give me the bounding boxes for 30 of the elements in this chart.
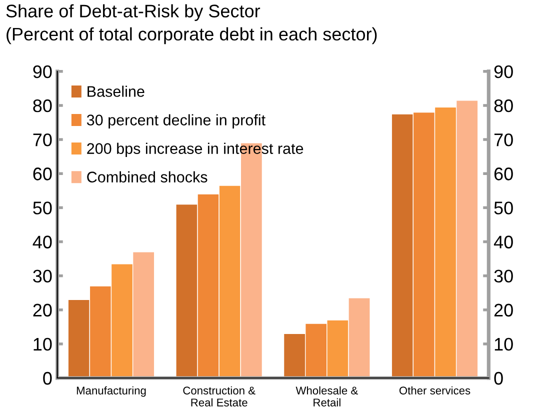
y-tick-label: 60 (33, 168, 52, 180)
legend-label: Baseline (88, 86, 144, 97)
y-tick-label: 70 (33, 133, 52, 146)
y-tick-label: 90 (33, 65, 52, 78)
y2-tick-label: 50 (494, 202, 513, 214)
x-tick-label: Construction & Real Estate (183, 386, 256, 406)
y2-tick-label: 20 (494, 304, 513, 317)
y2-tick-label: 60 (494, 168, 513, 180)
y2-tick-label: 90 (494, 65, 513, 78)
chart-title: Share of Debt-at-Risk by Sector (6, 4, 260, 22)
y-tick-label: 40 (32, 236, 52, 248)
y-tick-label: 80 (33, 99, 52, 112)
y-tick-label: 0 (43, 372, 52, 385)
x-tick-label: Manufacturing (76, 386, 146, 397)
y2-tick-label: 30 (494, 270, 513, 283)
y2-tick-label: 10 (494, 338, 513, 351)
x-tick-label: Other services (399, 386, 470, 394)
legend-label: Combined shocks (87, 171, 208, 183)
legend-label: 200 bps increase in interest rate (87, 142, 304, 157)
y-tick-label: 20 (33, 304, 52, 317)
y2-tick-label: 70 (494, 133, 513, 146)
y2-tick-label: 0 (494, 372, 503, 385)
y-tick-label: 10 (34, 338, 52, 351)
chart-subtitle: (Percent of total corporate debt in each sector) (6, 27, 377, 44)
y-tick-label: 30 (33, 270, 52, 283)
y2-tick-label: 40 (494, 236, 513, 248)
x-tick-label: Wholesale & Retail (296, 386, 358, 406)
y-tick-label: 50 (33, 202, 52, 214)
y2-tick-label: 80 (494, 99, 513, 112)
legend-label: 30 percent decline in profit (86, 114, 266, 128)
